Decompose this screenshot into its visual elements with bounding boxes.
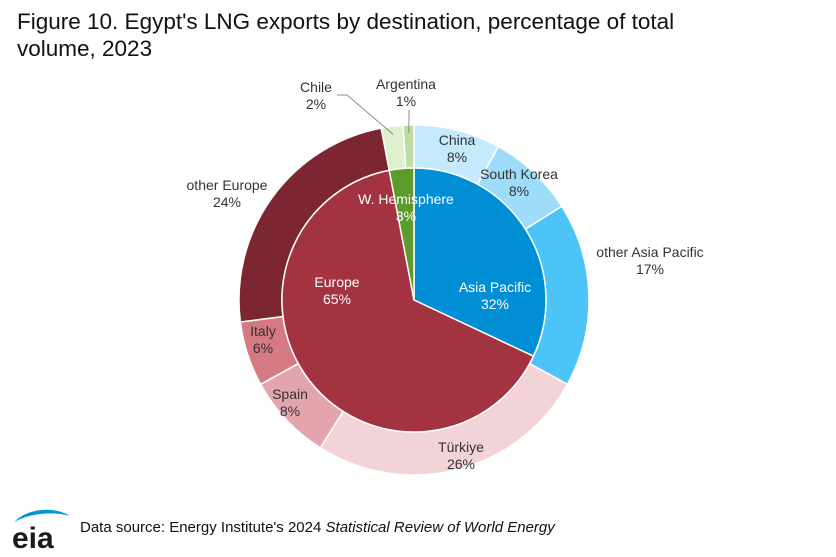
eia-logo: eia [10, 506, 72, 557]
data-source-note: Data source: Energy Institute's 2024 Sta… [80, 519, 555, 536]
svg-text:eia: eia [12, 522, 54, 552]
data-source-title: Statistical Review of World Energy [326, 519, 555, 536]
data-source-prefix: Data source: Energy Institute's 2024 [80, 519, 326, 536]
